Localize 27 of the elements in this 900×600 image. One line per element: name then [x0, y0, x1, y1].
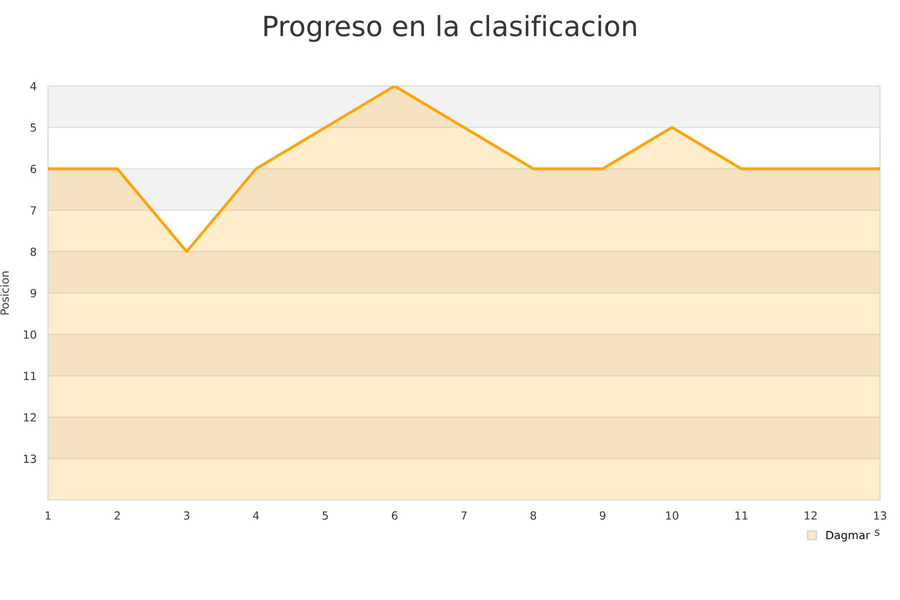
y-tick-label: 10 [24, 330, 36, 339]
x-tick-label: 7 [461, 511, 467, 520]
x-tick-label: 3 [184, 511, 190, 520]
y-tick-label: 11 [24, 372, 36, 380]
y-tick-label: 7 [30, 206, 36, 214]
x-tick-label: 6 [392, 511, 398, 520]
x-tick-label: 5 [322, 511, 328, 520]
x-tick-label: 11 [735, 511, 748, 520]
x-tick-label: 8 [530, 511, 536, 520]
y-tick-label: 9 [30, 288, 36, 298]
y-tick-label: 8 [30, 248, 36, 256]
y-tick-label: 5 [30, 124, 36, 132]
x-tick-label: 9 [600, 511, 606, 520]
y-tick-label: 13 [24, 454, 36, 463]
x-tick-label: 1 [46, 511, 51, 520]
x-tick-label: 4 [253, 511, 259, 520]
x-tick-label: 10 [666, 511, 678, 520]
y-tick-label: 4 [30, 82, 36, 90]
y-tick-label: 12 [24, 413, 36, 422]
y-tick-label: 6 [30, 164, 36, 174]
y-axis-title: Posicion [0, 271, 9, 314]
x-tick-label: 13 [874, 511, 886, 520]
x-axis-title: s [874, 530, 880, 536]
x-tick-label: 2 [114, 511, 120, 520]
legend-label: Dagmar [826, 531, 870, 542]
x-tick-label: 12 [804, 511, 817, 520]
chart-title: Progreso en la clasificacion [264, 15, 636, 42]
